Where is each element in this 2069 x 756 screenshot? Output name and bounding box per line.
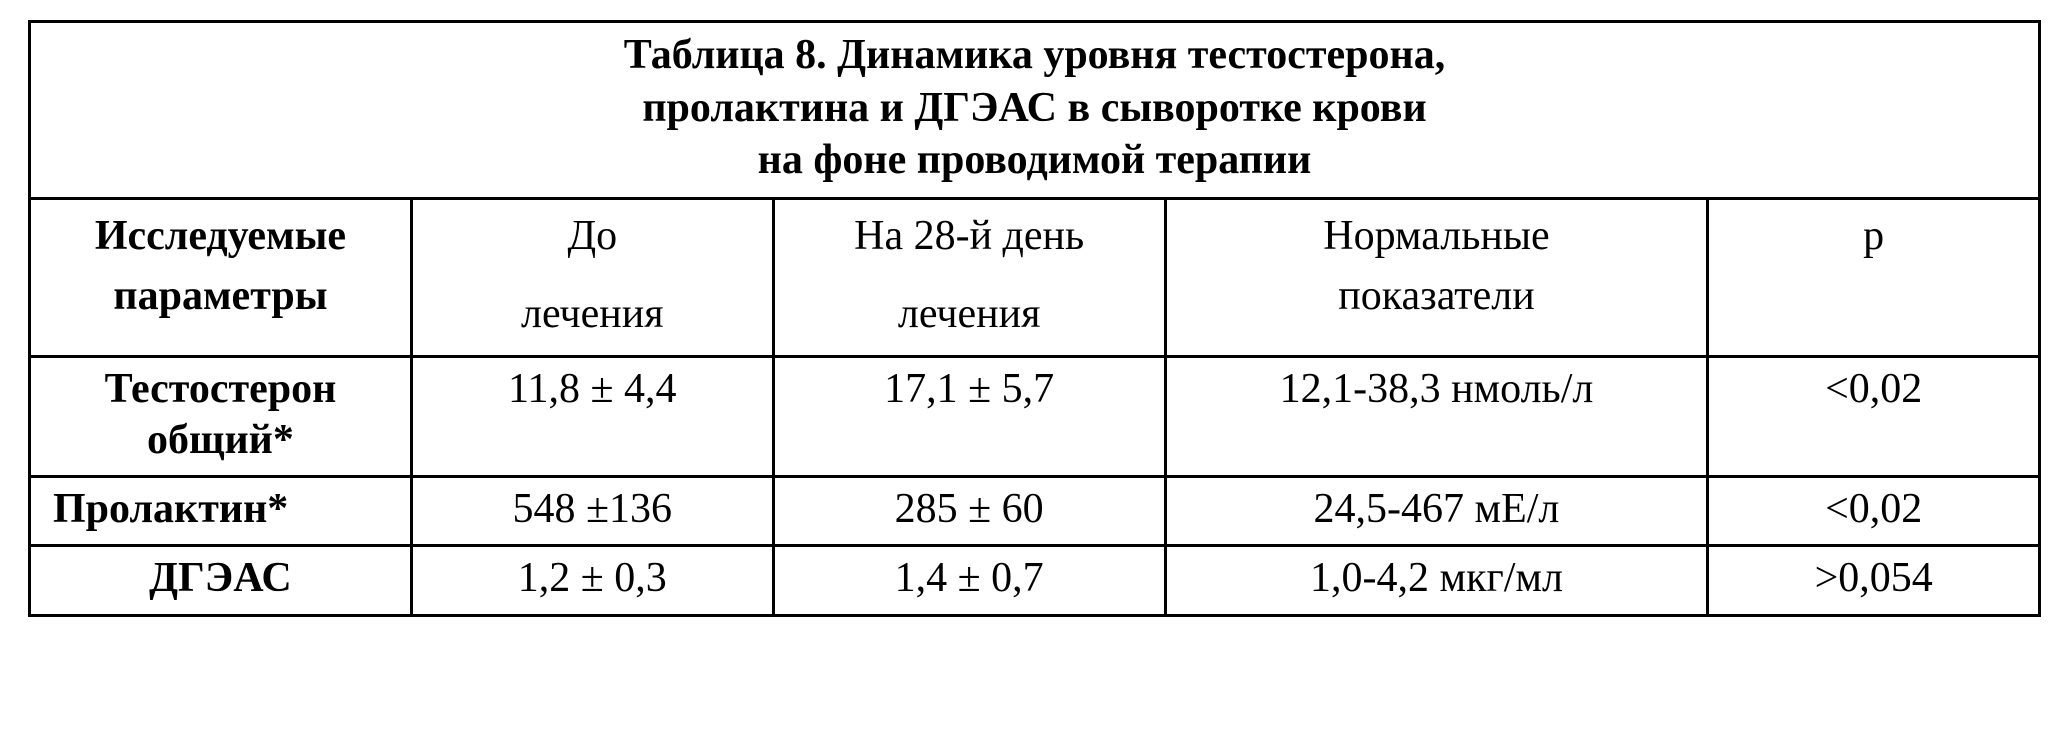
cell-before: 11,8 ± 4,4 (411, 357, 773, 477)
spacer (785, 266, 1154, 284)
col-header-norm-line2: показатели (1177, 266, 1697, 327)
page: Таблица 8. Динамика уровня тестостерона,… (0, 0, 2069, 756)
col-header-norm-line1: Нормальные (1177, 206, 1697, 267)
table-row: Тестостерон общий* 11,8 ± 4,4 17,1 ± 5,7… (30, 357, 2040, 477)
cell-before: 548 ±136 (411, 477, 773, 546)
cell-param-line1: Тестостерон (41, 364, 400, 414)
table-row: ДГЭАС 1,2 ± 0,3 1,4 ± 0,7 1,0-4,2 мкг/мл… (30, 546, 2040, 615)
cell-param-line1: ДГЭАС (41, 553, 400, 603)
cell-day28: 1,4 ± 0,7 (773, 546, 1165, 615)
col-header-day28-line2: лечения (785, 284, 1154, 345)
table-title-line-1: Таблица 8. Динамика уровня тестостерона, (41, 29, 2028, 82)
cell-day28: 17,1 ± 5,7 (773, 357, 1165, 477)
spacer (423, 266, 762, 284)
col-header-p-line1: p (1719, 206, 2028, 267)
col-header-day28-line1: На 28-й день (785, 206, 1154, 267)
cell-p: <0,02 (1708, 477, 2040, 546)
table-title-line-2: пролактина и ДГЭАС в сыворотке крови (41, 82, 2028, 135)
col-header-before-line2: лечения (423, 284, 762, 345)
col-header-norm: Нормальные показатели (1165, 198, 1708, 357)
cell-norm: 12,1-38,3 нмоль/л (1165, 357, 1708, 477)
col-header-day28: На 28-й день лечения (773, 198, 1165, 357)
table-title-line-3: на фоне проводимой терапии (41, 134, 2028, 187)
col-header-param: Исследуемые параметры (30, 198, 412, 357)
cell-norm: 24,5-467 мЕ/л (1165, 477, 1708, 546)
cell-param-line2: общий* (41, 415, 400, 465)
col-header-param-line2: параметры (41, 266, 400, 327)
table-header-row: Исследуемые параметры До лечения На 28-й… (30, 198, 2040, 357)
table-title-cell: Таблица 8. Динамика уровня тестостерона,… (30, 22, 2040, 199)
col-header-before: До лечения (411, 198, 773, 357)
table-row: Пролактин* 548 ±136 285 ± 60 24,5-467 мЕ… (30, 477, 2040, 546)
cell-norm: 1,0-4,2 мкг/мл (1165, 546, 1708, 615)
col-header-p: p (1708, 198, 2040, 357)
cell-p: >0,054 (1708, 546, 2040, 615)
cell-p: <0,02 (1708, 357, 2040, 477)
cell-param: Пролактин* (30, 477, 412, 546)
data-table: Таблица 8. Динамика уровня тестостерона,… (28, 20, 2041, 617)
col-header-param-line1: Исследуемые (41, 206, 400, 267)
cell-param: ДГЭАС (30, 546, 412, 615)
col-header-before-line1: До (423, 206, 762, 267)
cell-before: 1,2 ± 0,3 (411, 546, 773, 615)
cell-param: Тестостерон общий* (30, 357, 412, 477)
table-title-row: Таблица 8. Динамика уровня тестостерона,… (30, 22, 2040, 199)
cell-param-line1: Пролактин* (53, 484, 388, 534)
cell-day28: 285 ± 60 (773, 477, 1165, 546)
